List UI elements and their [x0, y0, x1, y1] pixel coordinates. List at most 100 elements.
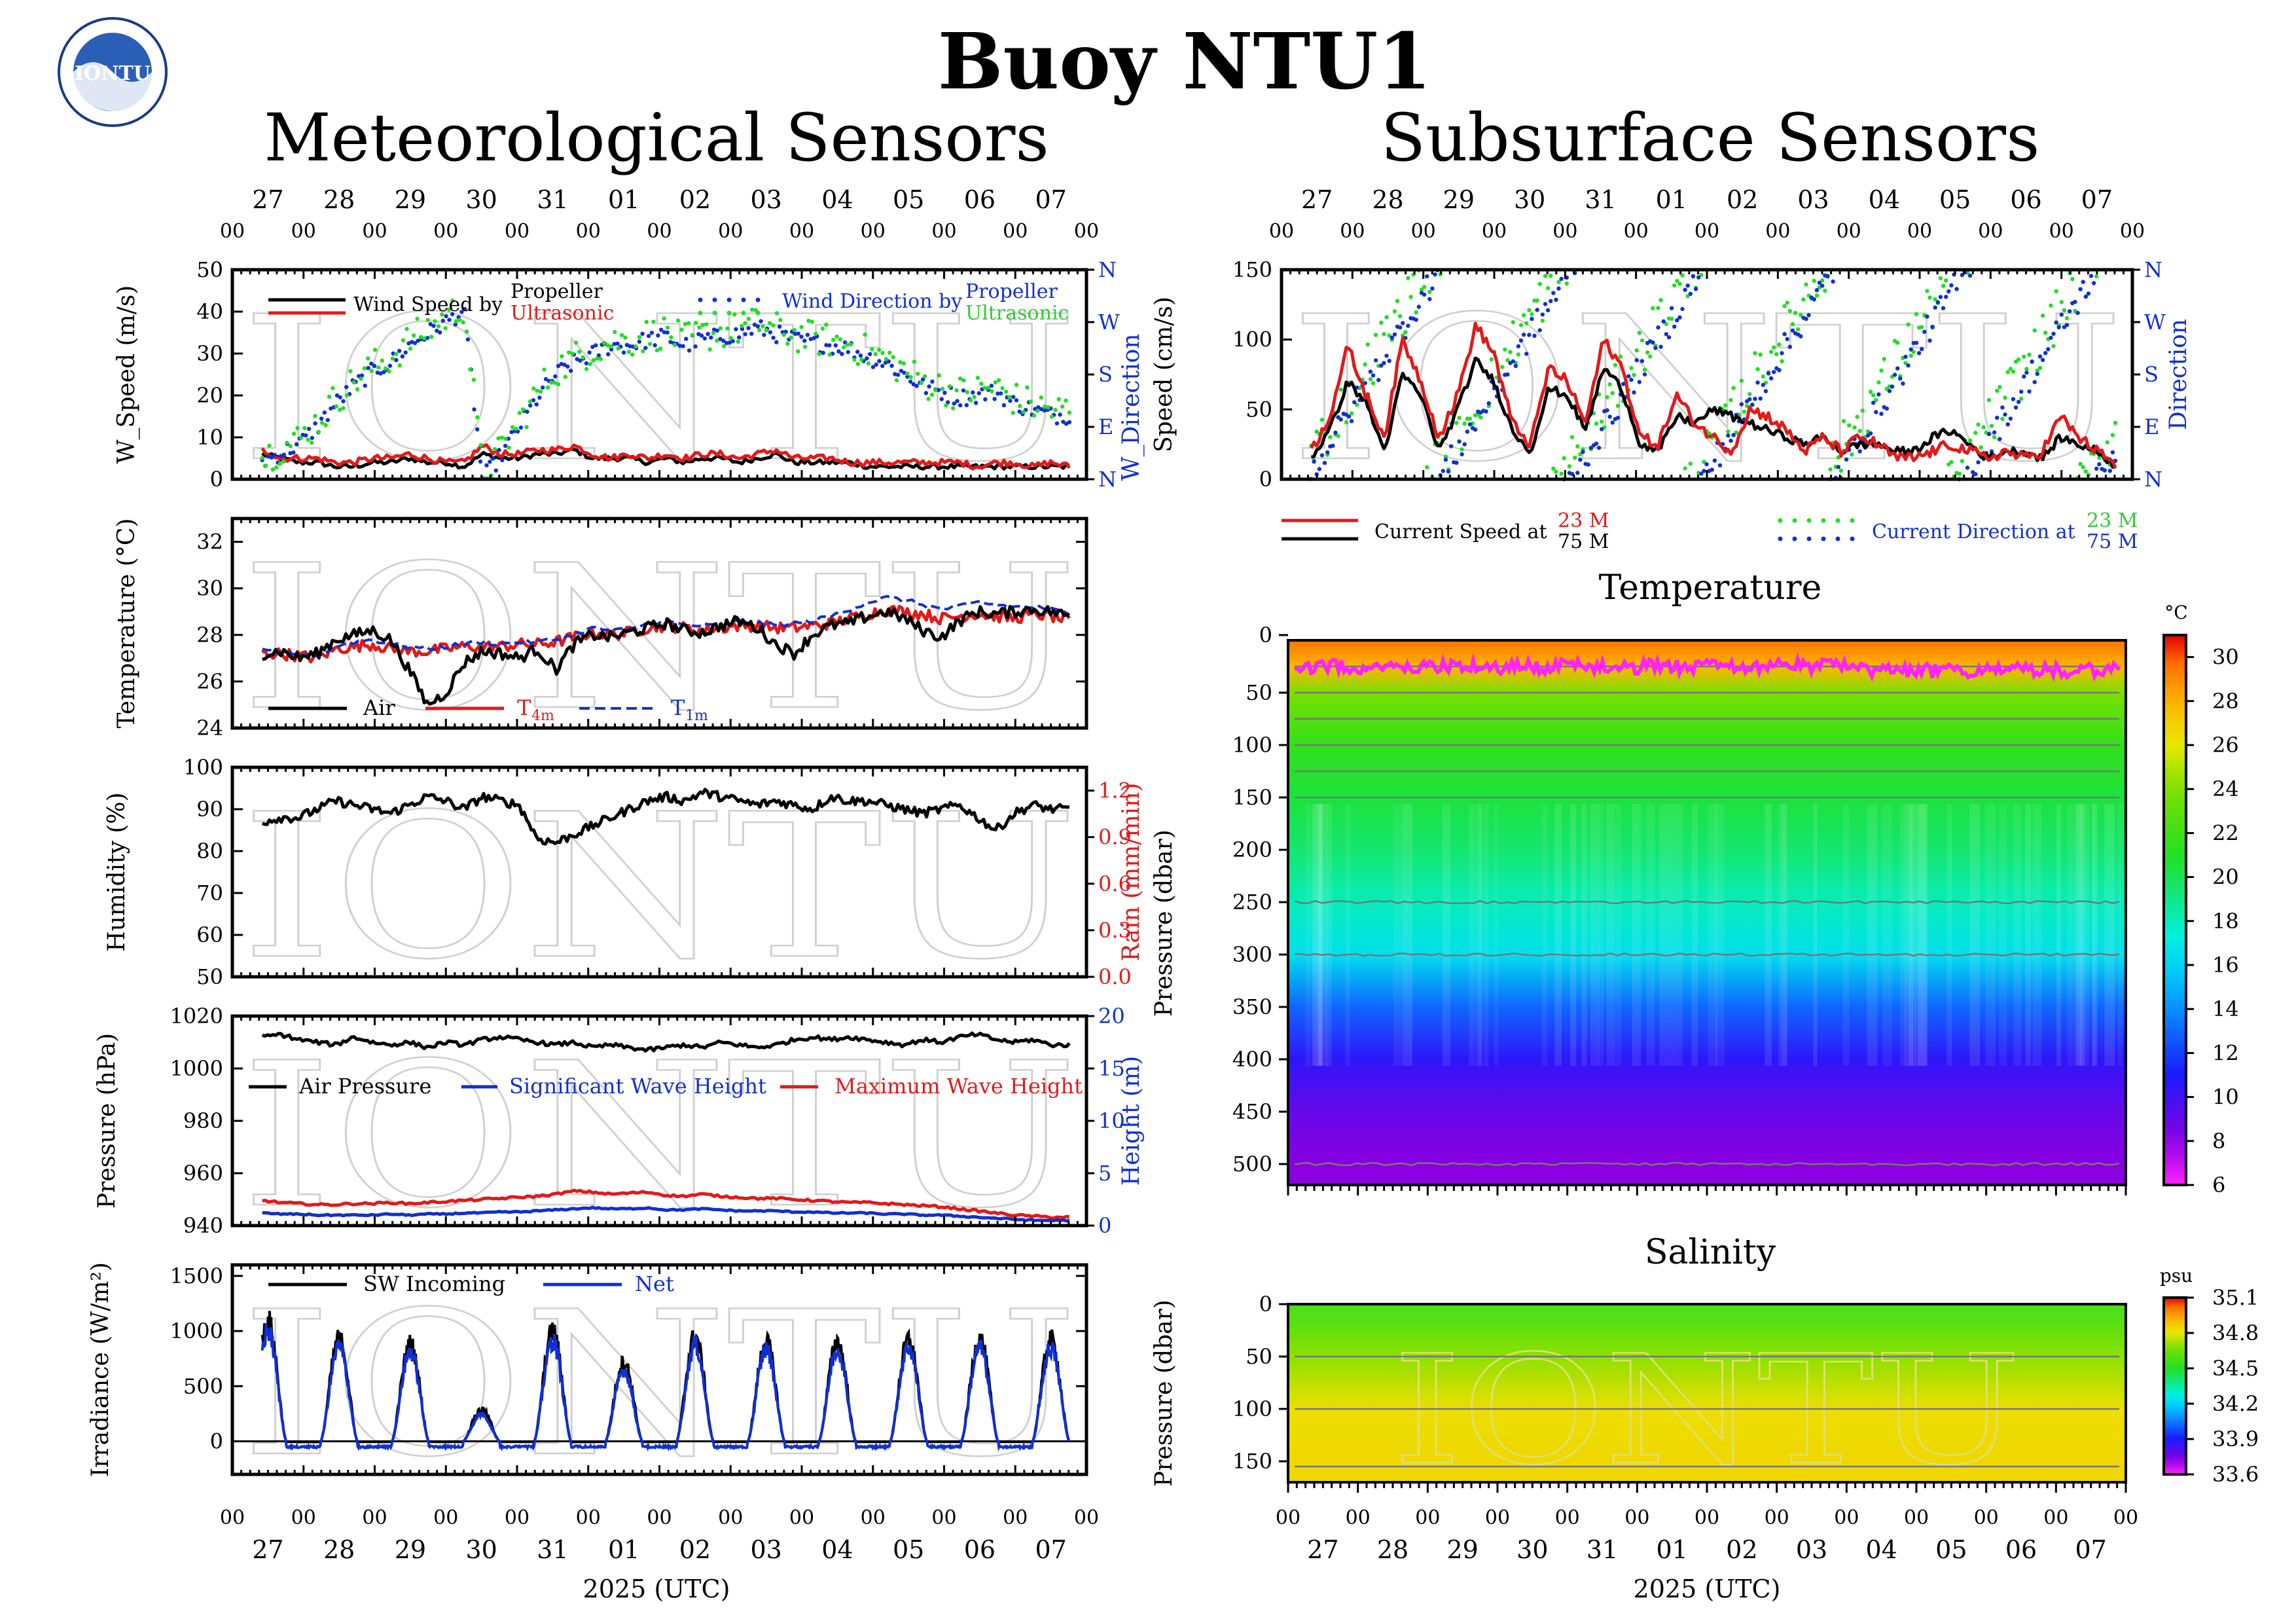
wind-direction-propeller-dot [578, 358, 583, 363]
cur-dir-75m-dot [2027, 389, 2032, 394]
hum-ytick-label: 60 [196, 922, 223, 947]
cur-dir-23m-dot [1503, 347, 1507, 352]
wind-direction-propeller-dot [400, 354, 405, 359]
cur-dir-75m-dot [2040, 357, 2045, 362]
wind-direction-propeller-dot [711, 327, 717, 332]
temp-section-streak [2092, 804, 2098, 1066]
wind-direction-propeller-dot [649, 331, 655, 335]
wind-direction-ultrasonic-dot [665, 325, 670, 330]
wind-direction-ultrasonic-dot [384, 366, 388, 371]
wind-direction-propeller-dot [1061, 420, 1066, 424]
wind-direction-propeller-dot [874, 362, 878, 367]
wind-direction-ultrasonic-dot [630, 352, 635, 357]
temp-section-streak [1541, 804, 1548, 1066]
wind-direction-propeller-dot [658, 327, 664, 332]
temp-section-streak [2079, 804, 2090, 1066]
cur-dir-75m-dot [1554, 297, 1558, 302]
wind-direction-propeller-dot [998, 391, 1003, 396]
cur-dir-23m-dot [1957, 471, 1962, 476]
left-top-axis-day-label: 31 [537, 185, 568, 214]
cur-dir-23m-dot [2037, 365, 2043, 370]
cur-dir-23m-dot [1753, 351, 1757, 356]
wind-direction-propeller-dot [709, 335, 713, 340]
wind-direction-ultrasonic-dot [397, 363, 402, 368]
wind-direction-ultrasonic-dot [789, 335, 793, 340]
hum-rtick-label: 0.0 [1098, 964, 1132, 989]
wind-direction-propeller-dot [656, 333, 660, 338]
cur-dir-75m-dot [1898, 376, 1903, 381]
wind-direction-ultrasonic-dot [817, 352, 821, 356]
wind-direction-propeller-dot [706, 331, 710, 337]
cur-dir-23m-dot [1422, 285, 1427, 289]
cur-dir-23m-dot [1841, 419, 1846, 424]
cur-dir-75m-dot [1530, 316, 1534, 321]
temp-section-streak [1882, 804, 1893, 1066]
temp-cbar-tick-label: 20 [2212, 865, 2239, 890]
irradiance-panel: IONTU 0 500 1000 1500 Irradiance (W/m²) SW Inc… [87, 1262, 1088, 1501]
cur-dir-75m-dot [1892, 373, 1897, 377]
cur-dir-75m-dot [1704, 462, 1709, 467]
wind-direction-ultrasonic-dot [323, 423, 328, 428]
right-top-axis-hour-label: 00 [1482, 220, 1507, 243]
cur-dir-75m-dot [2075, 310, 2080, 316]
cur-dir-75m-dot [1669, 306, 1674, 310]
wind-direction-propeller-dot [952, 401, 956, 406]
wind-direction-ultrasonic-dot [528, 399, 533, 404]
cur-dir-75m-dot [1484, 409, 1488, 414]
wind-direction-ultrasonic-dot [884, 357, 889, 361]
cur-dir-75m-dot [1518, 338, 1524, 343]
wind-direction-ultrasonic-dot [443, 326, 448, 331]
wind-direction-ultrasonic-dot [302, 426, 307, 430]
wind-direction-propeller-dot [684, 337, 689, 341]
cur-dir-75m-dot [1895, 366, 1900, 371]
cur-dir-23m-dot [2059, 300, 2064, 304]
wind-direction-ultrasonic-dot [517, 410, 522, 415]
wind-direction-propeller-dot [1042, 408, 1047, 413]
cur-dir-23m-dot [1562, 456, 1566, 460]
wind-direction-propeller-dot [868, 352, 872, 356]
left-bottom-axis-hour-label: 00 [433, 1506, 458, 1529]
wind-direction-ultrasonic-dot [746, 316, 751, 321]
cur-legend-speed-prefix: Current Speed at [1374, 520, 1547, 543]
cur-dir-23m-dot [2011, 369, 2016, 374]
cur-dir-75m-dot [1814, 288, 1820, 293]
cur-dir-75m-dot [1916, 351, 1922, 356]
cur-dir-75m-dot [1540, 312, 1545, 317]
cur-dir-23m-dot [1540, 318, 1545, 323]
wind-direction-ultrasonic-dot [619, 333, 624, 338]
hum-rtick-label: 0.9 [1098, 825, 1132, 850]
wind-direction-ultrasonic-dot [838, 337, 843, 342]
cur-dir-23m-dot [1373, 333, 1378, 337]
wind-direction-propeller-dot [721, 338, 726, 343]
wind-legend-ultrasonic-label: Ultrasonic [511, 302, 614, 325]
wind-legend-dir-ultrasonic-dot [698, 310, 703, 316]
wind-direction-propeller-dot [964, 403, 969, 407]
irr-legend-net-label: Net [635, 1271, 674, 1296]
wind-direction-ultrasonic-dot [412, 333, 416, 338]
right-bottom-axis-hour-label: 00 [1834, 1506, 1859, 1529]
temp-section-streak [2067, 804, 2073, 1066]
temp-section-streak [1946, 804, 1952, 1066]
right-top-axis-day-label: 02 [1727, 185, 1758, 214]
temp-section-streak [1606, 804, 1615, 1066]
temp-section-ytick-label: 400 [1232, 1047, 1272, 1072]
wind-direction-ultrasonic-dot [446, 307, 452, 312]
left-bottom-axis-day-label: 02 [679, 1535, 711, 1564]
cur-dir-23m-dot [1828, 467, 1833, 472]
wind-direction-ultrasonic-dot [605, 343, 610, 348]
temp-section-streak [1494, 804, 1499, 1066]
cur-dir-23m-dot [2022, 354, 2026, 359]
humidity-panel: IONTU50607080901000.00.30.60.91.2Humidit… [103, 755, 1145, 1004]
wind-direction-ultrasonic-dot [799, 325, 804, 329]
temp-section-streak [1765, 804, 1772, 1066]
wind-direction-ultrasonic-dot [905, 371, 910, 376]
cur-dir-75m-dot [2089, 274, 2094, 278]
right-top-axis-hour-label: 00 [1907, 220, 1932, 243]
right-bottom-axis-hour-label: 00 [1415, 1506, 1440, 1529]
wind-direction-propeller-dot [272, 452, 277, 457]
cur-dir-75m-dot [1782, 332, 1787, 337]
wind-direction-propeller-dot [1011, 395, 1016, 399]
cur-dir-75m-dot [1836, 465, 1840, 469]
cur-dir-75m-dot [1768, 376, 1774, 380]
